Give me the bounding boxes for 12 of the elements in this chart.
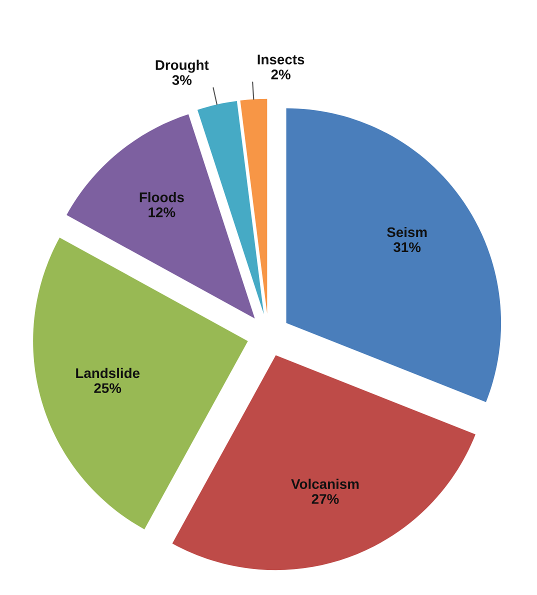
- data-label: 2%: [271, 70, 290, 80]
- slice-label: Seism: [387, 226, 427, 238]
- slice-label: Floods: [140, 192, 184, 202]
- data-label: 25%: [94, 383, 122, 394]
- data-label: 3%: [172, 75, 192, 86]
- slice-label: Drought: [156, 60, 209, 73]
- slice-label: Landslide: [76, 368, 140, 378]
- slice-label: Insects: [258, 54, 304, 64]
- data-label: 27%: [312, 494, 339, 504]
- data-label: 12%: [148, 207, 176, 218]
- data-label: 31%: [393, 242, 421, 252]
- slice-label: Volcanism: [291, 478, 359, 489]
